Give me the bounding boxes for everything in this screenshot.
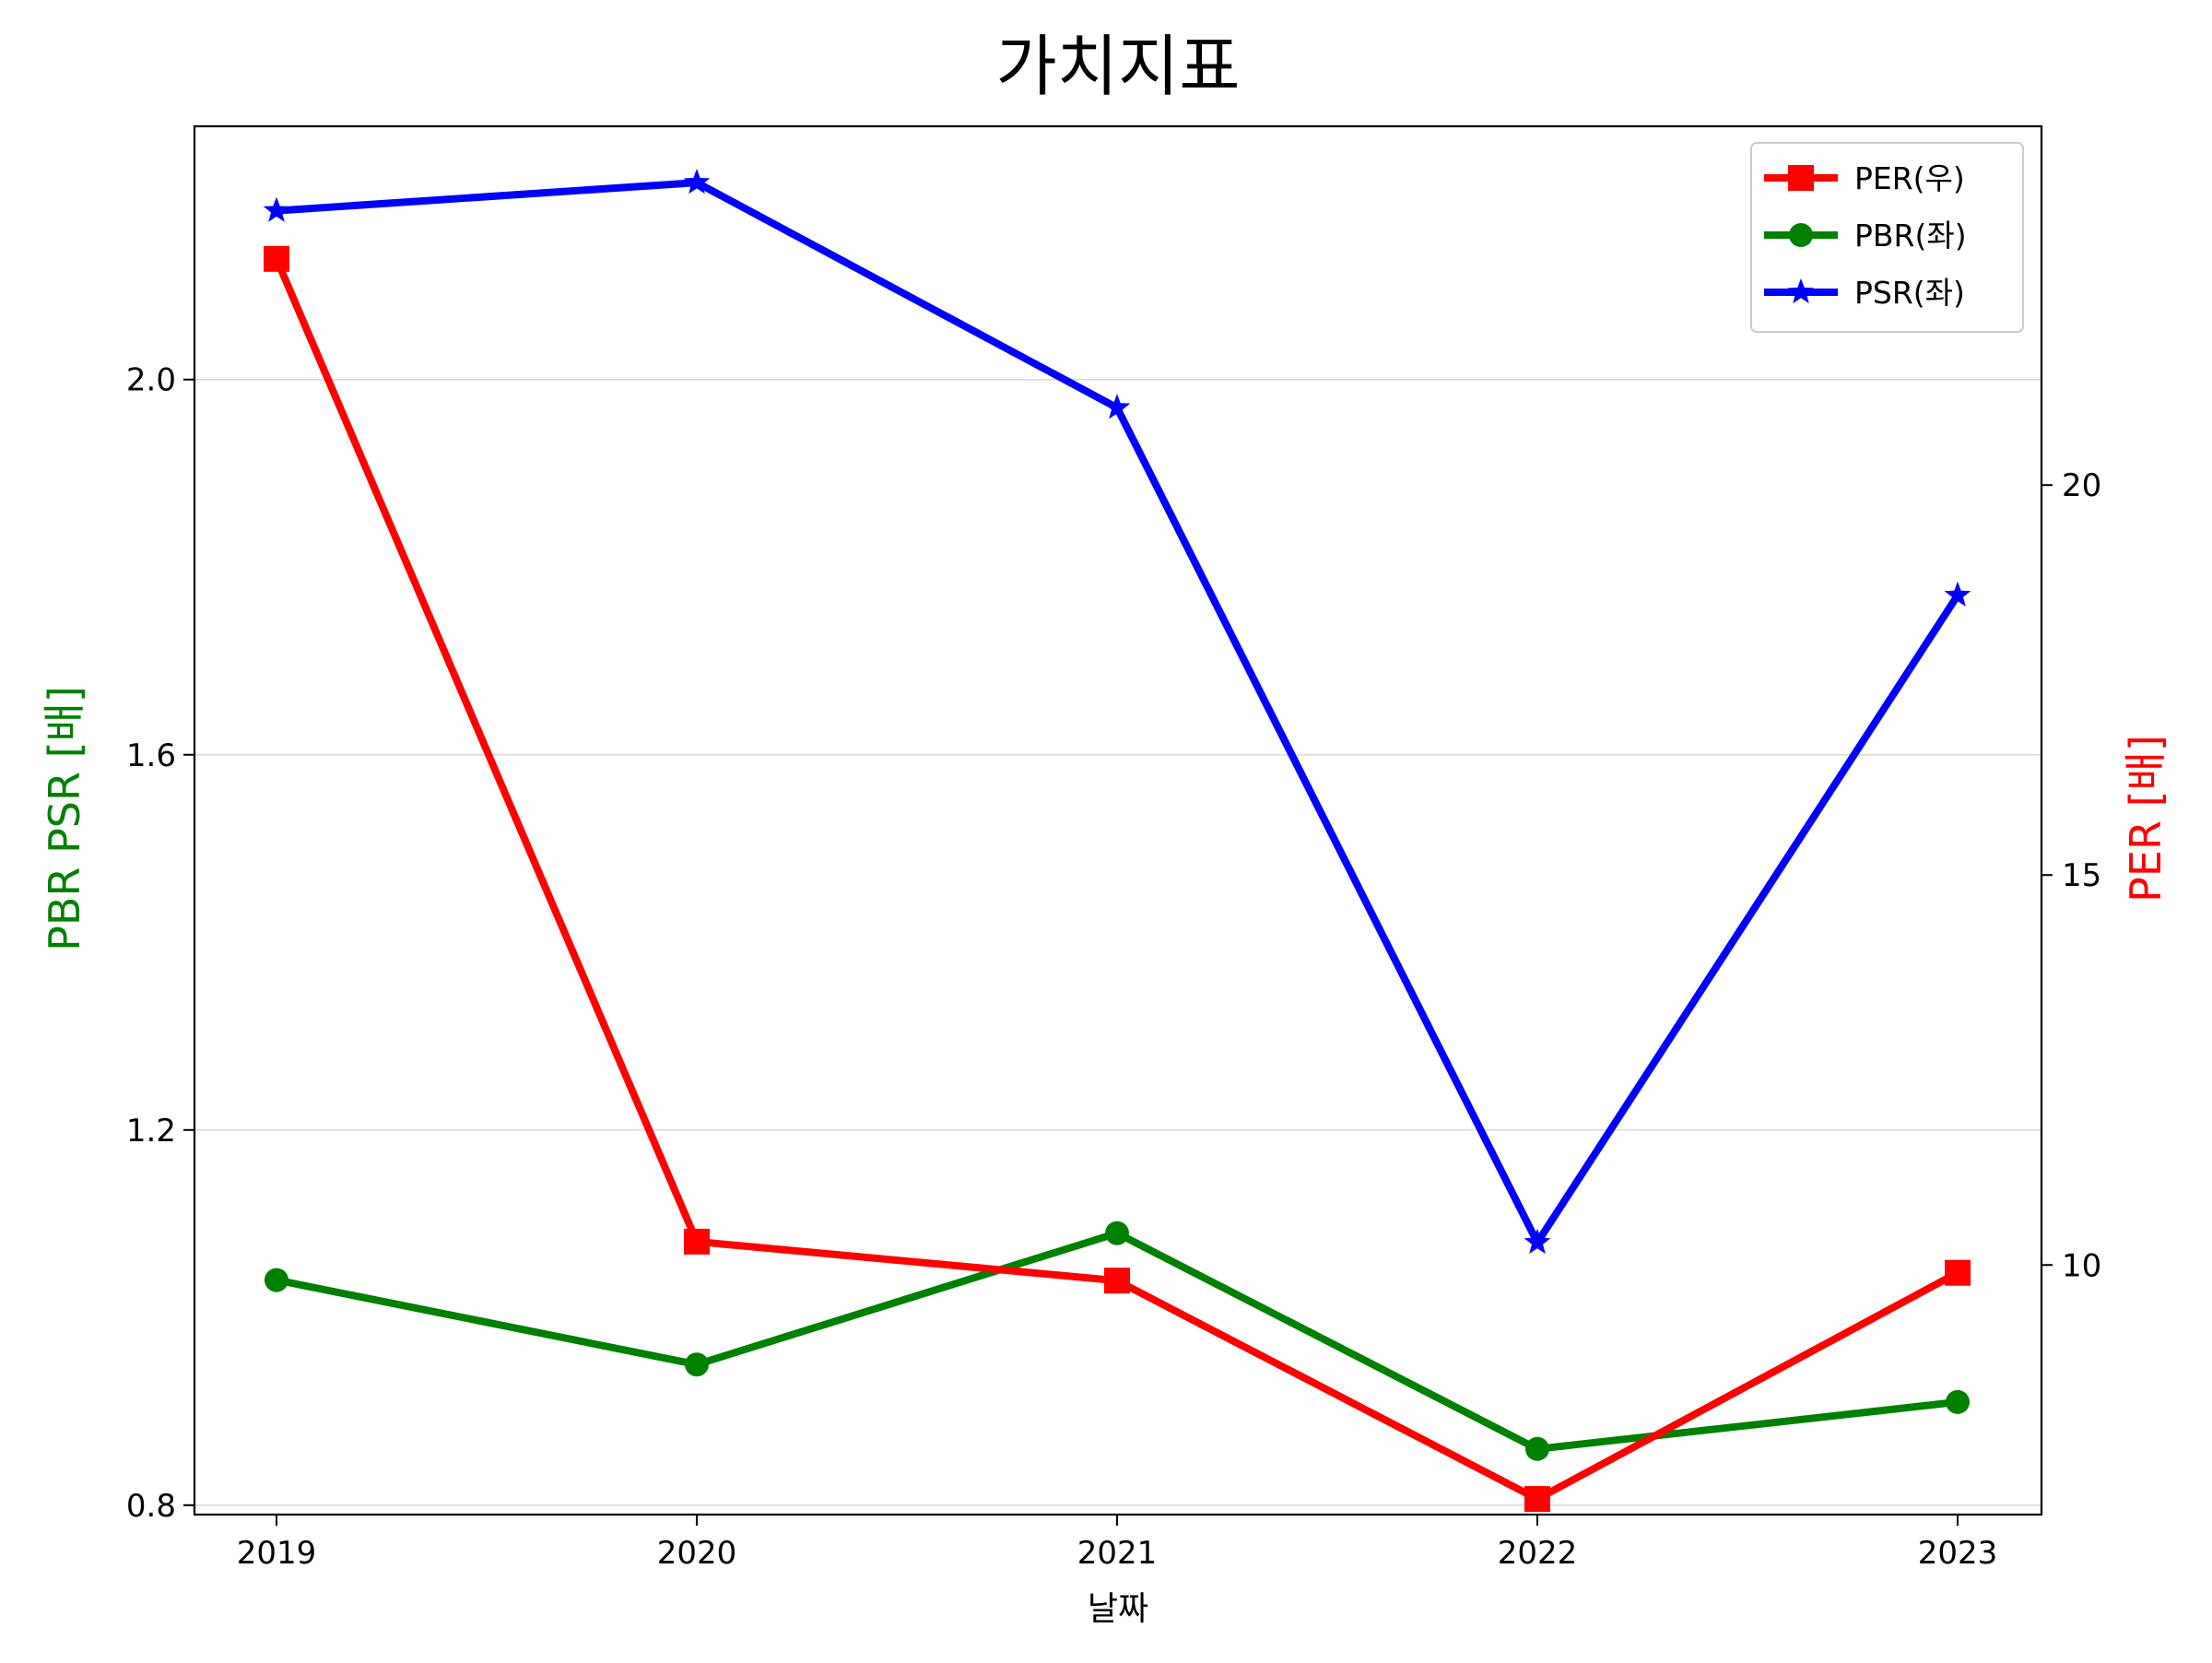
y-right-tick-label: 10 [2062,1247,2101,1284]
axes: 2019 2020 2021 2022 2023 0.8 1.2 1.6 2.0 10 15 20 [126,124,2101,1572]
data-point-square [1104,1268,1130,1294]
data-point-square [264,245,289,272]
data-point-circle [265,1268,288,1292]
x-tick-label: 2020 [657,1535,737,1572]
data-point-star [683,169,711,195]
x-tick-label: 2022 [1498,1535,1578,1572]
data-point-square [684,1228,710,1255]
y-left-tick-label: 1.2 [126,1113,176,1150]
data-point-square [1524,1486,1550,1513]
y-axis-label-left: PBR PSR [배] [40,686,89,951]
y-left-tick-label: 2.0 [126,362,176,399]
y-left-tick-label: 0.8 [126,1488,176,1525]
legend-label: PSR(좌) [1854,275,1965,311]
legend-box [1750,142,2024,333]
y-right-tick-label: 15 [2062,857,2101,894]
y-left-tick-label: 1.6 [126,737,176,774]
legend-marker [1787,278,1815,304]
data-point-circle [1525,1436,1549,1461]
data-point-square [1945,1259,1971,1286]
data-point-circle [685,1352,709,1377]
legend: PER(우) PBR(좌) PSR(좌) [1750,142,2024,333]
data-point-star [1944,581,1971,607]
chart-title: 가치지표 [996,28,1241,105]
x-tick-label: 2021 [1077,1535,1158,1572]
y-axis-label-right: PER [배] [2121,735,2171,902]
x-axis-label: 날짜 [1088,1590,1148,1628]
x-tick-label: 2023 [1918,1535,1998,1572]
series [263,169,1971,1513]
data-point-circle [1105,1221,1129,1245]
data-point-star [1103,394,1131,419]
data-point-star [263,196,290,222]
gridlines [194,378,2041,1506]
data-point-circle [1946,1389,1970,1414]
legend-label: PBR(좌) [1854,218,1967,254]
legend-marker [1789,223,1813,247]
legend-label: PER(우) [1854,160,1965,196]
x-tick-label: 2019 [237,1535,317,1572]
data-point-star [1524,1228,1551,1254]
legend-marker [1788,165,1814,191]
y-right-tick-label: 20 [2062,467,2101,504]
